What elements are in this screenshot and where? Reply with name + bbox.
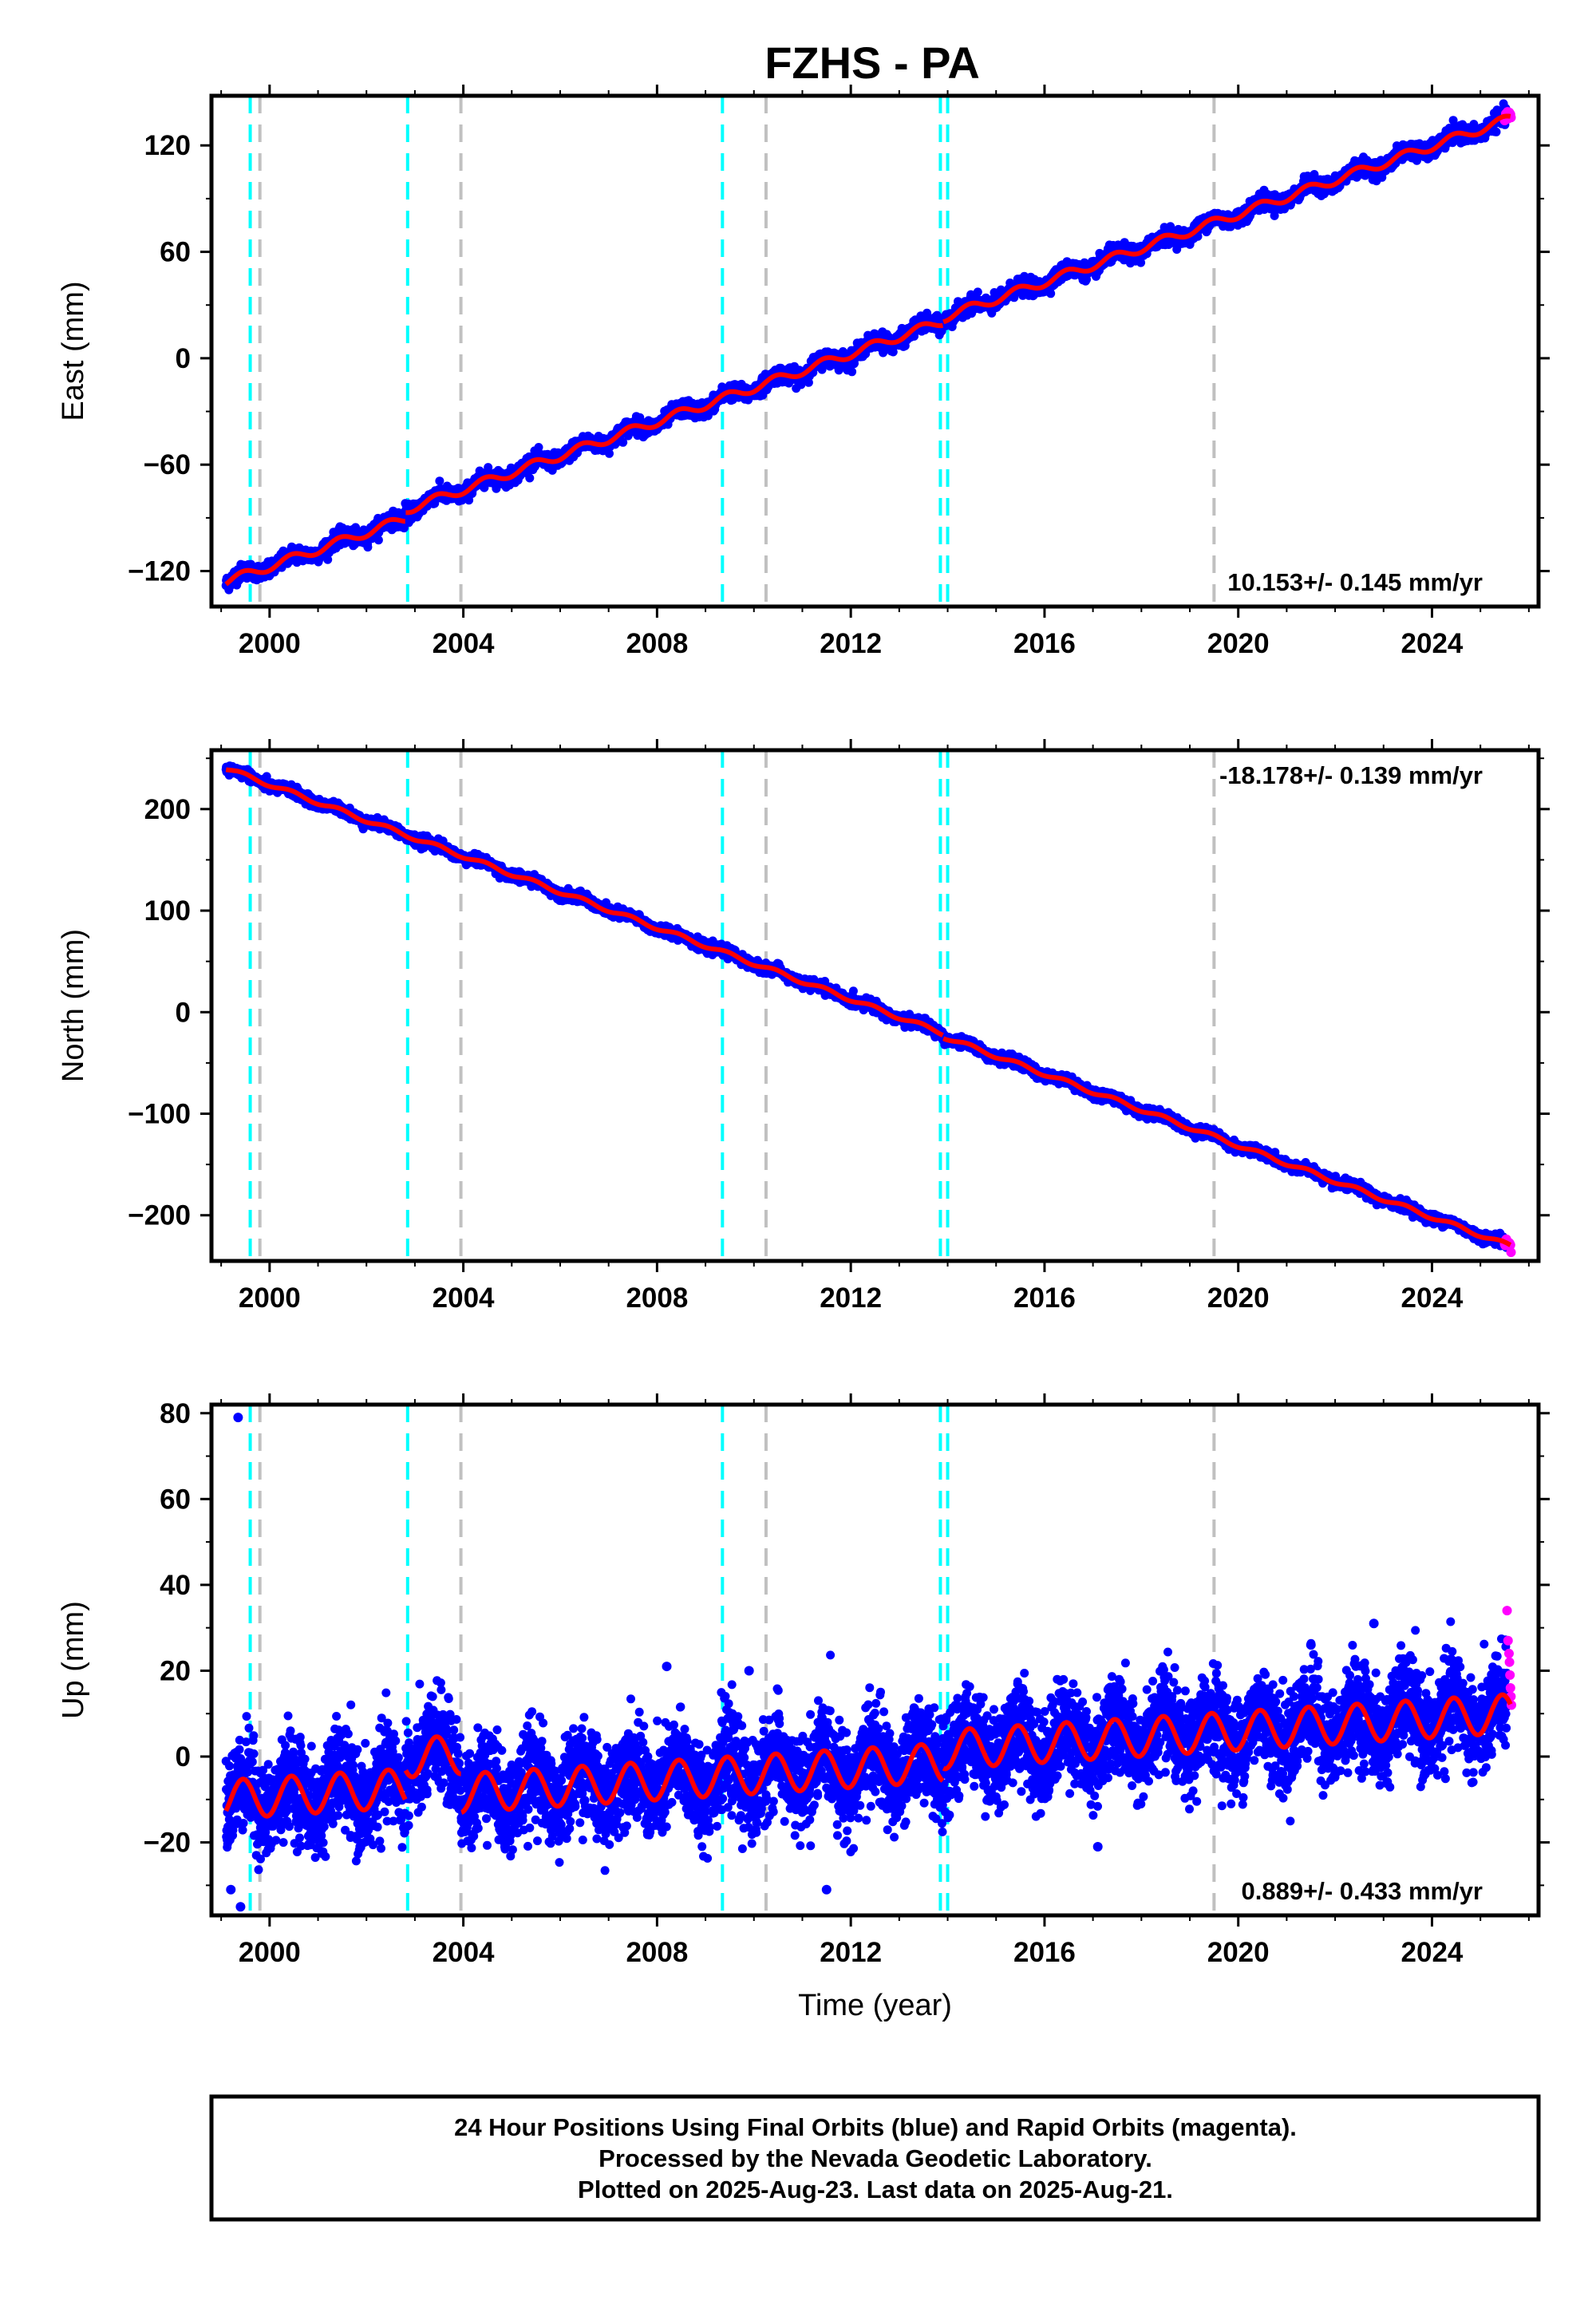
east-panel: 2000 2004 2008 2012 2016 2020 2024 −120 −60 0 60 12… <box>57 85 1550 659</box>
y-axis-label: East (mm) <box>57 281 90 421</box>
final-orbit-points <box>221 761 1511 1252</box>
y-tick-label: 0 <box>176 343 191 374</box>
x-tick-label: 2020 <box>1207 628 1270 659</box>
final-orbit-point <box>435 476 444 486</box>
final-orbit-point <box>363 543 373 552</box>
y-tick-label: 120 <box>144 130 191 161</box>
final-orbit-point <box>888 347 898 357</box>
x-tick-label: 2000 <box>239 628 301 659</box>
final-orbit-point <box>323 555 333 564</box>
final-orbit-point <box>480 483 489 492</box>
final-orbit-point <box>534 443 543 452</box>
final-orbit-point <box>804 377 813 387</box>
final-orbit-point <box>618 437 628 447</box>
x-tick-label: 2008 <box>626 628 688 659</box>
y-tick-label: −60 <box>144 449 191 480</box>
north-panel: 2000 2004 2008 2012 2016 2020 2024−200−1000100… <box>57 739 1550 1314</box>
velocity-rate-label: 10.153+/- 0.145 mm/yr <box>1227 568 1483 596</box>
final-orbit-point <box>847 367 857 377</box>
chart-title: FZHS - PA <box>764 38 980 88</box>
y-tick-label: 60 <box>160 237 191 268</box>
final-orbit-point <box>605 449 614 458</box>
x-tick-label: 2024 <box>1401 628 1464 659</box>
y-tick-label: −120 <box>128 556 191 587</box>
final-orbit-point <box>1046 289 1056 298</box>
x-tick-label: 2004 <box>433 628 495 659</box>
final-orbit-point <box>1491 127 1501 136</box>
x-tick-label: 2012 <box>820 628 882 659</box>
final-orbit-point <box>373 536 383 545</box>
final-orbit-point <box>973 287 982 297</box>
x-tick-label: 2016 <box>1013 628 1076 659</box>
final-orbit-point <box>525 473 535 483</box>
